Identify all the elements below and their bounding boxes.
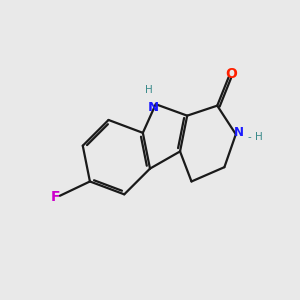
Text: N: N <box>147 101 158 114</box>
Text: - H: - H <box>248 132 263 142</box>
Text: F: F <box>51 190 60 204</box>
Text: N: N <box>234 126 244 139</box>
Text: H: H <box>145 85 152 95</box>
Text: O: O <box>226 67 238 81</box>
